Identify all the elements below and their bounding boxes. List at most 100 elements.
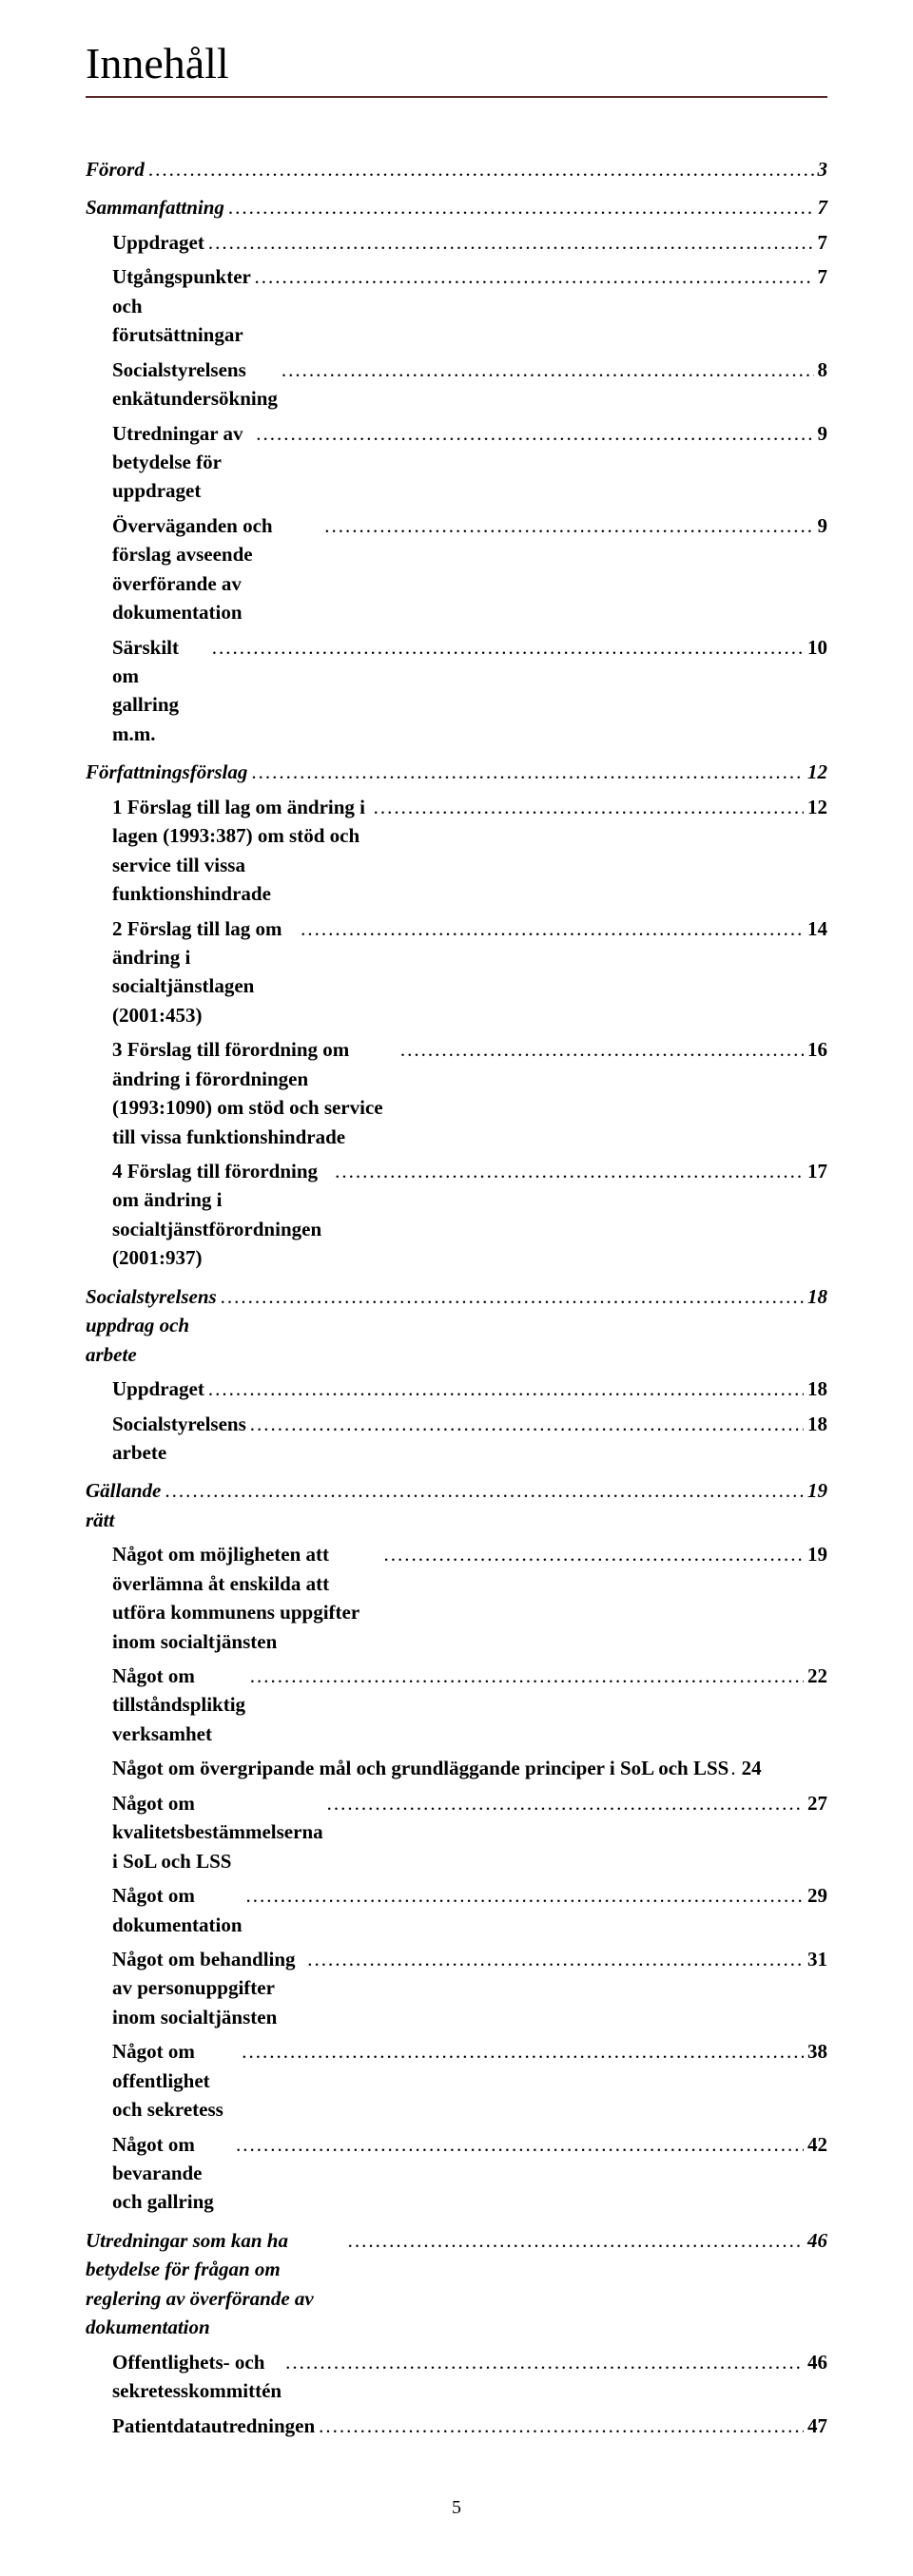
toc-label: Förord xyxy=(86,155,145,183)
toc-leader xyxy=(370,793,804,821)
toc-entry: Gällande rätt 19 xyxy=(86,1476,827,1534)
toc-label: Något om möjligheten att överlämna åt en… xyxy=(112,1540,379,1656)
toc-page: 38 xyxy=(804,2037,827,2066)
toc-entry: Något om offentlighet och sekretess 38 xyxy=(112,2037,827,2124)
toc-page: 3 xyxy=(814,155,828,183)
table-of-contents: Förord3Sammanfattning7Uppdraget7Utgångsp… xyxy=(86,155,827,2440)
toc-leader xyxy=(321,511,813,540)
heading-rule xyxy=(86,96,827,98)
toc-leader xyxy=(208,633,804,662)
toc-leader xyxy=(282,2348,804,2376)
toc-leader xyxy=(252,419,813,448)
toc-entry: Överväganden och förslag avseende överfö… xyxy=(112,511,827,627)
toc-label: Något om övergripande mål och grundlägga… xyxy=(112,1754,728,1782)
toc-entry: Något om tillståndspliktig verksamhet 22 xyxy=(112,1662,827,1748)
toc-entry: Något om dokumentation 29 xyxy=(112,1881,827,1939)
toc-leader xyxy=(323,1789,804,1817)
toc-leader xyxy=(246,1662,804,1690)
toc-leader xyxy=(204,228,814,257)
toc-page: 22 xyxy=(804,1662,827,1690)
toc-entry: Något om behandling av personuppgifter i… xyxy=(112,1945,827,2031)
toc-leader xyxy=(303,1945,804,1973)
toc-label: Sammanfattning xyxy=(86,193,224,221)
toc-entry: 2 Förslag till lag om ändring i socialtj… xyxy=(112,914,827,1030)
toc-entry: Utgångspunkter och förutsättningar 7 xyxy=(112,262,827,349)
toc-entry: 3 Förslag till förordning om ändring i f… xyxy=(112,1035,827,1151)
toc-label: Överväganden och förslag avseende överfö… xyxy=(112,511,321,627)
toc-page: 19 xyxy=(804,1540,827,1568)
toc-label: Uppdraget xyxy=(112,228,204,257)
toc-page: 10 xyxy=(804,633,827,662)
toc-page: 17 xyxy=(804,1157,827,1185)
toc-entry: Sammanfattning 7 xyxy=(86,193,827,221)
toc-label: Socialstyrelsens arbete xyxy=(112,1410,246,1468)
toc-label: 4 Förslag till förordning om ändring i s… xyxy=(112,1157,331,1273)
toc-entry: Författningsförslag12 xyxy=(86,758,827,786)
toc-entry: Särskilt om gallring m.m. 10 xyxy=(112,633,827,749)
toc-leader xyxy=(145,155,814,183)
toc-entry: Offentlighets- och sekretesskommittén46 xyxy=(112,2348,827,2406)
toc-page: 18 xyxy=(804,1410,827,1438)
toc-entry: Förord 3 xyxy=(86,155,827,183)
toc-entry: Socialstyrelsens enkätundersökning8 xyxy=(112,356,827,413)
toc-page: 12 xyxy=(804,793,827,821)
page-heading: Innehåll xyxy=(86,38,827,88)
toc-page: 18 xyxy=(804,1375,827,1403)
toc-leader xyxy=(331,1157,804,1185)
toc-entry: Något om övergripande mål och grundlägga… xyxy=(112,1754,827,1782)
toc-leader xyxy=(297,914,804,943)
toc-leader xyxy=(243,1881,804,1910)
toc-entry: Socialstyrelsens uppdrag och arbete18 xyxy=(86,1282,827,1369)
toc-leader xyxy=(238,2037,804,2066)
toc-leader xyxy=(232,2130,804,2159)
toc-page: 19 xyxy=(804,1476,827,1505)
toc-entry: Något om kvalitetsbestämmelserna i SoL o… xyxy=(112,1789,827,1875)
toc-page: 16 xyxy=(804,1035,827,1064)
toc-page: 7 xyxy=(814,193,828,221)
toc-label: Gällande rätt xyxy=(86,1476,161,1534)
toc-page: 9 xyxy=(814,419,828,448)
toc-label: 2 Förslag till lag om ändring i socialtj… xyxy=(112,914,297,1030)
toc-leader xyxy=(217,1282,804,1311)
toc-entry: 1 Förslag till lag om ändring i lagen (1… xyxy=(112,793,827,909)
toc-page: 47 xyxy=(804,2412,827,2440)
toc-label: Något om kvalitetsbestämmelserna i SoL o… xyxy=(112,1789,323,1875)
toc-leader xyxy=(224,193,814,221)
toc-leader xyxy=(379,1540,804,1568)
toc-leader xyxy=(247,758,804,786)
page-number: 5 xyxy=(86,2497,827,2519)
toc-entry: Socialstyrelsens arbete 18 xyxy=(112,1410,827,1468)
toc-label: Något om offentlighet och sekretess xyxy=(112,2037,238,2124)
toc-page: 46 xyxy=(804,2348,827,2376)
toc-label: Utredningar som kan ha betydelse för frå… xyxy=(86,2226,344,2342)
toc-label: Något om bevarande och gallring xyxy=(112,2130,232,2217)
toc-label: Socialstyrelsens uppdrag och arbete xyxy=(86,1282,217,1369)
toc-label: Något om tillståndspliktig verksamhet xyxy=(112,1662,246,1748)
toc-label: Något om behandling av personuppgifter i… xyxy=(112,1945,303,2031)
toc-label: Utredningar av betydelse för uppdraget xyxy=(112,419,252,506)
toc-label: Särskilt om gallring m.m. xyxy=(112,633,208,749)
toc-page: 8 xyxy=(814,356,828,384)
toc-leader xyxy=(250,262,813,291)
toc-entry: Utredningar som kan ha betydelse för frå… xyxy=(86,2226,827,2342)
toc-page: 27 xyxy=(804,1789,827,1817)
toc-label: Uppdraget xyxy=(112,1375,204,1403)
toc-entry: Utredningar av betydelse för uppdraget 9 xyxy=(112,419,827,506)
toc-entry: Något om bevarande och gallring 42 xyxy=(112,2130,827,2217)
toc-page: 7 xyxy=(814,262,828,291)
toc-page: 29 xyxy=(804,1881,827,1910)
toc-page: 31 xyxy=(804,1945,827,1973)
toc-label: 3 Förslag till förordning om ändring i f… xyxy=(112,1035,397,1151)
toc-leader xyxy=(204,1375,804,1403)
toc-page: 42 xyxy=(804,2130,827,2159)
toc-leader xyxy=(246,1410,804,1438)
toc-label: Något om dokumentation xyxy=(112,1881,243,1939)
toc-leader xyxy=(278,356,814,384)
toc-page: 7 xyxy=(814,228,828,257)
toc-entry: Uppdraget 18 xyxy=(112,1375,827,1403)
toc-page: 12 xyxy=(804,758,827,786)
toc-label: Utgångspunkter och förutsättningar xyxy=(112,262,250,349)
toc-page: 9 xyxy=(814,511,828,540)
toc-leader xyxy=(397,1035,804,1064)
toc-entry: Något om möjligheten att överlämna åt en… xyxy=(112,1540,827,1656)
